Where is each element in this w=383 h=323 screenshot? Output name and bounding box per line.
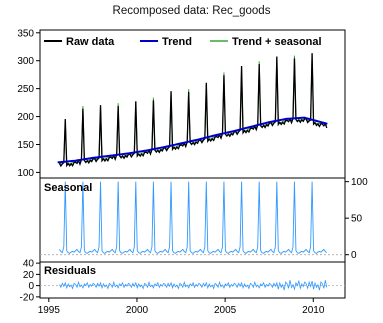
main-y-tick-label: 100	[17, 168, 34, 179]
x-axis: 1995 2000 2005 2010	[38, 298, 325, 316]
main-y-tick-label: 150	[17, 140, 34, 151]
residuals-y-tick-label: -20	[20, 292, 35, 303]
seasonal-y-tick-label: 100	[351, 177, 368, 188]
main-y-axis: 100 150 200 250 300 350	[17, 28, 40, 179]
legend-label-raw: Raw data	[66, 36, 115, 48]
x-tick-label: 2010	[302, 305, 325, 316]
series-line-trend	[57, 116, 328, 164]
residuals-series	[59, 279, 328, 291]
residuals-panel-frame	[39, 261, 346, 299]
residuals-y-tick-label: 40	[23, 259, 35, 270]
seasonal-y-axis: 0 50 100	[345, 177, 368, 261]
main-panel-frame	[39, 29, 346, 179]
main-y-tick-label: 200	[17, 112, 34, 123]
residuals-panel-label: Residuals	[44, 265, 96, 277]
series-line-residuals	[59, 279, 328, 291]
seasonal-panel: 0 50 100 Seasonal	[39, 177, 368, 263]
main-y-tick-label: 300	[17, 56, 34, 67]
residuals-y-tick-label: 20	[23, 270, 35, 281]
main-panel: 100 150 200 250 300 350 Raw data Trend Trend …	[17, 28, 346, 179]
chart-title: Recomposed data: Rec_goods	[112, 5, 271, 17]
x-tick-label: 2005	[214, 305, 237, 316]
main-y-tick-label: 250	[17, 84, 34, 95]
legend-label-trend-seasonal: Trend + seasonal	[232, 36, 322, 48]
legend-label-trend: Trend	[162, 36, 192, 48]
seasonal-y-tick-label: 50	[351, 214, 363, 225]
main-y-tick-label: 350	[17, 28, 34, 39]
series-line-raw	[58, 53, 328, 168]
x-tick-label: 2000	[126, 305, 149, 316]
legend: Raw data Trend Trend + seasonal	[44, 36, 322, 48]
series-line-seasonal	[59, 181, 328, 254]
x-tick-label: 1995	[38, 305, 61, 316]
seasonal-y-tick-label: 0	[351, 250, 357, 261]
seasonal-series	[59, 181, 328, 254]
residuals-y-tick-label: 0	[28, 281, 34, 292]
main-series	[57, 53, 328, 168]
seasonal-panel-label: Seasonal	[44, 182, 92, 194]
